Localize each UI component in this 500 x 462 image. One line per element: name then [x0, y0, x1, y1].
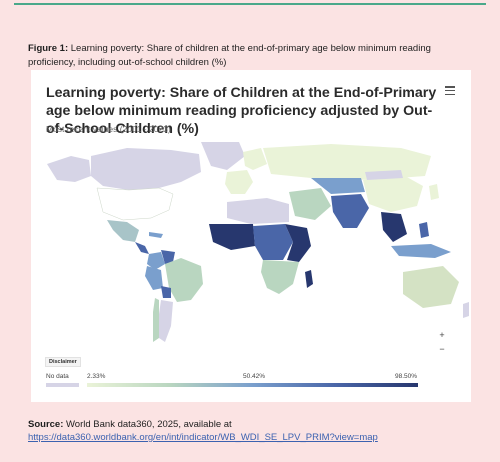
country-brazil: [165, 258, 203, 302]
country-chile: [153, 298, 159, 342]
country-central-america: [135, 242, 149, 254]
figure-caption-prefix: Figure 1:: [28, 43, 69, 54]
country-south-asia: [331, 194, 369, 228]
legend-no-data-swatch: [46, 383, 79, 387]
map-title: Learning poverty: Share of Children at t…: [46, 85, 437, 137]
legend-mid-label: 50.42%: [243, 373, 266, 380]
legend-max-label: 98.50%: [395, 373, 418, 380]
country-colombia: [147, 252, 165, 270]
country-japan: [429, 184, 439, 200]
country-central-africa: [253, 224, 293, 260]
map-subtitle: Most recent values (2001 - 2023): [46, 124, 171, 134]
figure-caption: Figure 1: Learning poverty: Share of chi…: [28, 42, 478, 70]
country-west-africa: [209, 224, 255, 250]
country-bolivia: [161, 286, 171, 298]
country-middle-east: [289, 188, 331, 220]
country-peru: [145, 266, 163, 290]
country-venezuela: [161, 250, 175, 264]
country-mongolia: [365, 170, 403, 180]
top-divider: [14, 3, 486, 5]
country-europe-west: [225, 170, 253, 194]
country-russia: [263, 144, 431, 180]
country-greenland: [201, 142, 245, 170]
map-card: Learning poverty: Share of Children at t…: [31, 70, 471, 402]
country-madagascar: [305, 270, 313, 288]
country-new-zealand: [463, 302, 469, 318]
country-canada: [91, 148, 201, 190]
legend-no-data-label: No data: [46, 373, 69, 380]
source-note: Source: World Bank data360, 2025, availa…: [28, 418, 478, 444]
legend-color-scale: [87, 383, 418, 387]
source-text: World Bank data360, 2025, available at: [63, 419, 232, 430]
country-argentina: [159, 300, 173, 342]
country-australia: [403, 266, 459, 308]
zoom-in-button[interactable]: +: [439, 330, 445, 340]
source-prefix: Source:: [28, 419, 64, 430]
zoom-out-button[interactable]: −: [439, 344, 445, 354]
country-southeast-asia: [381, 212, 407, 242]
country-central-asia: [311, 178, 365, 194]
country-caribbean: [149, 232, 163, 238]
country-usa: [96, 187, 174, 221]
hamburger-menu-icon[interactable]: [445, 86, 455, 95]
country-east-africa: [285, 224, 311, 262]
legend-min-label: 2.33%: [87, 373, 106, 380]
source-link[interactable]: https://data360.worldbank.org/en/int/ind…: [28, 432, 378, 443]
country-southern-africa: [261, 260, 299, 294]
country-indonesia: [391, 244, 451, 258]
figure-caption-text: Learning poverty: Share of children at t…: [28, 43, 431, 68]
disclaimer-button[interactable]: Disclaimer: [45, 357, 81, 367]
country-scandinavia: [243, 148, 267, 170]
world-choropleth-map[interactable]: [31, 142, 471, 357]
country-china: [363, 176, 423, 212]
country-alaska: [47, 156, 91, 182]
country-north-africa: [227, 198, 289, 224]
country-philippines: [419, 222, 429, 238]
country-mexico: [107, 220, 139, 242]
